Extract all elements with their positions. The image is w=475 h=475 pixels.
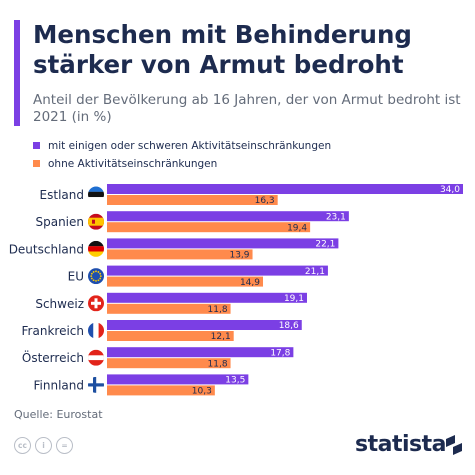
data-label: 14,9 bbox=[240, 278, 260, 288]
category-label: Deutschland bbox=[9, 242, 84, 256]
data-label: 13,5 bbox=[225, 376, 245, 386]
bar-series1 bbox=[107, 238, 338, 248]
bar-chart: Estland 34,0 16,3 Spanien 23,1 19,4 Deutschlan… bbox=[0, 176, 475, 396]
bar-series1 bbox=[107, 184, 463, 194]
bar-series1 bbox=[107, 347, 293, 357]
legend-swatch-series2 bbox=[33, 160, 40, 167]
data-label: 23,1 bbox=[326, 212, 346, 222]
data-label: 21,1 bbox=[305, 267, 325, 277]
flag-spain-icon bbox=[88, 214, 104, 230]
bar-series1 bbox=[107, 266, 328, 276]
category-label: Schweiz bbox=[35, 297, 84, 311]
bar-series1 bbox=[107, 211, 349, 221]
no-derivatives-icon: = bbox=[56, 437, 73, 454]
data-label: 34,0 bbox=[440, 185, 460, 195]
flag-estonia-icon bbox=[88, 187, 104, 203]
data-label: 18,6 bbox=[279, 321, 299, 331]
flag-france-icon bbox=[88, 323, 104, 339]
data-label: 11,8 bbox=[208, 359, 228, 369]
chart-subtitle: Anteil der Bevölkerung ab 16 Jahren, der… bbox=[33, 92, 463, 126]
bar-series1 bbox=[107, 320, 302, 330]
data-label: 19,4 bbox=[287, 223, 307, 233]
category-label: Estland bbox=[40, 188, 84, 202]
flag-germany-icon bbox=[88, 241, 104, 257]
category-label: Spanien bbox=[35, 215, 84, 229]
license-icons: cc i = bbox=[14, 437, 77, 455]
data-label: 19,1 bbox=[284, 294, 304, 304]
legend-label-series1: mit einigen oder schweren Aktivitätseins… bbox=[48, 140, 331, 152]
category-label: Finnland bbox=[34, 378, 84, 392]
category-label: EU bbox=[68, 270, 84, 284]
bar-series1 bbox=[107, 293, 307, 303]
flag-switzerland-icon bbox=[88, 295, 104, 311]
flag-eu-icon bbox=[88, 268, 104, 284]
flag-austria-icon bbox=[88, 350, 104, 366]
data-label: 16,3 bbox=[255, 196, 275, 206]
data-label: 10,3 bbox=[192, 387, 212, 396]
title-accent-bar bbox=[14, 20, 20, 126]
category-label: Frankreich bbox=[22, 324, 84, 338]
legend-label-series2: ohne Aktivitätseinschränkungen bbox=[48, 158, 217, 170]
data-label: 17,8 bbox=[270, 348, 290, 358]
data-label: 13,9 bbox=[229, 251, 249, 261]
cc-icon: cc bbox=[14, 437, 31, 454]
flag-finland-icon bbox=[88, 377, 104, 393]
legend-item-series1: mit einigen oder schweren Aktivitätseins… bbox=[33, 140, 331, 152]
statista-logo: statista bbox=[355, 432, 446, 457]
bar-series2 bbox=[107, 195, 278, 205]
data-label: 12,1 bbox=[211, 332, 231, 342]
category-label: Österreich bbox=[22, 349, 84, 365]
attribution-icon: i bbox=[35, 437, 52, 454]
data-label: 22,1 bbox=[315, 240, 335, 250]
chart-title: Menschen mit Behinderung stärker von Arm… bbox=[33, 20, 463, 80]
statista-logo-icon bbox=[444, 434, 464, 456]
source-note: Quelle: Eurostat bbox=[14, 408, 103, 421]
legend-swatch-series1 bbox=[33, 142, 40, 149]
bar-series2 bbox=[107, 222, 310, 232]
legend-item-series2: ohne Aktivitätseinschränkungen bbox=[33, 158, 217, 170]
data-label: 11,8 bbox=[208, 305, 228, 315]
